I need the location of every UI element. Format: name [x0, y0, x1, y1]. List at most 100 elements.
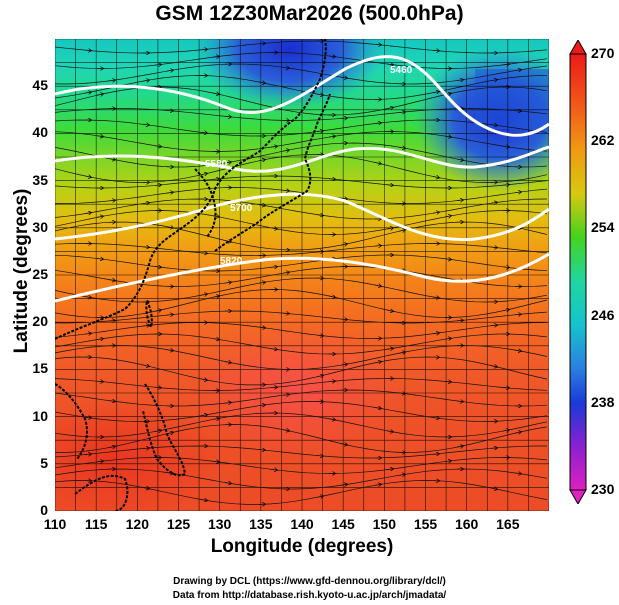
streamline-arrow	[84, 92, 91, 93]
streamline	[55, 457, 548, 474]
streamline	[55, 345, 548, 370]
streamline-arrow	[398, 393, 405, 394]
streamline-arrow	[432, 176, 439, 177]
streamline-arrow	[502, 430, 509, 431]
streamline-arrow	[432, 454, 439, 455]
streamline-arrow	[514, 314, 521, 315]
x-tick-label: 110	[43, 516, 67, 532]
streamline	[55, 277, 548, 303]
streamline-arrow	[316, 94, 323, 95]
streamline-arrow	[166, 350, 173, 351]
streamline-arrow	[258, 282, 265, 283]
streamline-arrow	[456, 446, 463, 447]
streamline-arrow	[224, 402, 231, 403]
streamline-arrow	[142, 80, 149, 81]
x-tick-label: 135	[249, 516, 273, 532]
streamline-arrow	[456, 200, 463, 201]
streamline-arrow	[398, 147, 405, 148]
streamline-arrow	[316, 496, 323, 497]
colorbar-tick-label: 262	[591, 132, 615, 149]
streamline-arrow	[432, 92, 439, 93]
streamline-arrow	[166, 227, 173, 228]
streamline-arrow	[328, 56, 335, 57]
streamline-arrow	[84, 333, 91, 334]
streamline-arrow	[444, 216, 451, 217]
contour-line-3	[55, 192, 549, 242]
streamline	[55, 75, 548, 100]
streamline-arrow	[514, 432, 521, 433]
streamline-arrow	[142, 203, 149, 204]
streamline-arrow	[444, 338, 451, 339]
streamline-arrow	[108, 80, 115, 81]
streamline-arrow	[270, 267, 277, 268]
streamline-arrow	[270, 349, 277, 350]
streamline-arrow	[154, 310, 161, 311]
streamline-arrow	[282, 430, 289, 431]
map-gridlines	[55, 39, 549, 511]
x-tick-label: 150	[372, 516, 396, 532]
streamline-arrow	[398, 352, 405, 353]
streamline-arrow	[108, 401, 115, 402]
streamline-arrow	[514, 111, 521, 112]
contour-label-2: 5580	[205, 159, 228, 170]
streamline-arrow	[96, 381, 103, 382]
streamline-arrow	[200, 173, 207, 174]
streamline-arrow	[154, 146, 161, 147]
streamline-arrow	[166, 110, 173, 111]
streamline-arrow	[84, 50, 91, 51]
streamline-arrow	[374, 162, 381, 163]
streamline-arrow	[374, 44, 381, 45]
streamline	[55, 108, 548, 121]
streamline-arrow	[374, 362, 381, 363]
streamline-arrow	[84, 176, 91, 177]
y-tick-label: 30	[32, 218, 48, 235]
streamline-arrow	[444, 259, 451, 260]
streamline	[55, 389, 548, 407]
streamline-arrow	[432, 297, 439, 298]
streamline-arrow	[108, 446, 115, 447]
streamline-arrow	[96, 136, 103, 137]
streamline-arrow	[84, 213, 91, 214]
streamline-arrow	[212, 418, 219, 419]
streamline-arrow	[514, 350, 521, 351]
streamline	[55, 63, 548, 85]
streamline-arrow	[490, 247, 497, 248]
streamline-arrow	[154, 266, 161, 267]
streamline-arrow	[224, 116, 231, 117]
streamline-arrow	[432, 50, 439, 51]
streamline-arrow	[502, 387, 509, 388]
streamline-arrow	[316, 215, 323, 216]
streamline	[55, 198, 548, 220]
streamline-arrow	[96, 461, 103, 462]
streamline	[55, 52, 548, 69]
streamline-arrow	[340, 198, 347, 199]
streamline	[55, 401, 548, 422]
streamline-arrow	[212, 179, 219, 180]
contour-labels: 5460 5580 5700 5820	[205, 65, 413, 267]
streamline-arrow	[282, 313, 289, 314]
y-tick-label: 5	[40, 454, 48, 471]
y-tick-label: 15	[32, 360, 48, 377]
streamline	[55, 289, 548, 318]
colorbar-bottom-triangle	[569, 489, 587, 504]
streamline	[55, 154, 548, 183]
streamline-arrow	[200, 379, 207, 380]
streamline-arrow	[212, 296, 219, 297]
streamline-arrow	[212, 339, 219, 340]
streamline-arrow	[212, 216, 219, 217]
y-tick-label: 25	[32, 266, 48, 282]
streamline-arrow	[166, 432, 173, 433]
colorbar-tick-label: 270	[591, 45, 615, 61]
streamline-arrow	[490, 202, 497, 203]
streamline-arrow	[166, 70, 173, 71]
streamline-arrow	[328, 136, 335, 137]
streamline-arrow	[258, 205, 265, 206]
streamline-arrow	[258, 327, 265, 328]
streamline-arrow	[154, 430, 161, 431]
streamline	[55, 333, 548, 355]
colorbar-tick-label: 246	[591, 306, 615, 323]
streamline	[55, 210, 548, 235]
streamline-arrow	[398, 230, 405, 231]
low-center-north	[195, 39, 385, 109]
streamline-arrow	[502, 309, 509, 310]
